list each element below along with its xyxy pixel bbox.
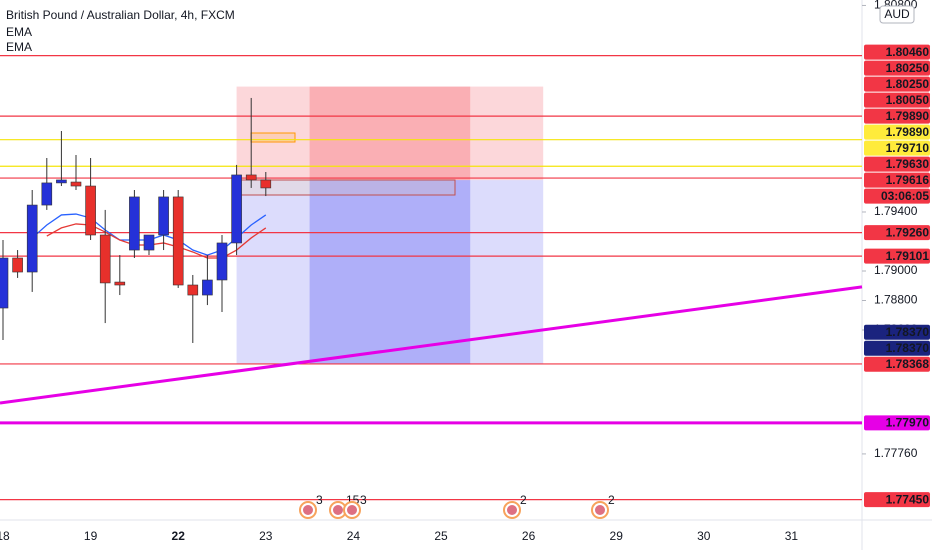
price-label: 1.79616 <box>886 173 930 187</box>
x-tick-label: 18 <box>0 529 10 543</box>
price-label: 1.79260 <box>886 225 930 239</box>
target-zone-dark <box>309 180 471 364</box>
price-label: 1.79710 <box>886 141 930 155</box>
candle-body <box>26 204 38 273</box>
currency-box <box>879 5 915 24</box>
price-label-box <box>864 92 930 108</box>
candle-body <box>260 179 272 189</box>
price-label: 1.78368 <box>886 357 930 371</box>
candle-body <box>85 185 96 236</box>
price-label: 1.80250 <box>886 61 930 75</box>
price-label-box <box>864 324 930 340</box>
x-tick-label: 23 <box>259 529 273 543</box>
price-label: 1.77970 <box>886 416 930 430</box>
price-label: 1.78370 <box>886 325 930 339</box>
price-label-box <box>864 225 930 241</box>
candle-body <box>216 242 228 281</box>
price-label: 03:06:05 <box>881 189 929 203</box>
price-label-box <box>864 124 930 140</box>
price-label-box <box>864 60 930 76</box>
trendline <box>0 285 863 405</box>
price-label-box <box>864 172 930 188</box>
event-flag <box>595 505 605 515</box>
candle-body <box>114 281 126 286</box>
price-label: 1.78370 <box>886 341 930 355</box>
y-tick-label: 1.78800 <box>874 293 918 307</box>
price-label-box <box>864 76 930 92</box>
stop-zone-dark <box>309 86 471 181</box>
chart-title: British Pound / Australian Dollar, 4h, F… <box>6 8 235 22</box>
event-flag <box>347 505 357 515</box>
candle-body <box>99 234 111 284</box>
x-tick-label: 26 <box>522 529 536 543</box>
price-label-box <box>864 248 930 264</box>
x-tick-label: 29 <box>610 529 624 543</box>
y-tick-label: 1.77760 <box>874 446 918 460</box>
x-tick-label: 30 <box>697 529 711 543</box>
candle-body <box>143 234 155 251</box>
x-tick-label: 31 <box>785 529 799 543</box>
price-label: 1.79101 <box>886 249 930 263</box>
x-tick-label: 22 <box>172 529 186 543</box>
candle-body <box>12 257 23 273</box>
x-tick-label: 19 <box>84 529 98 543</box>
candle-body <box>70 181 82 187</box>
price-label-box <box>864 356 930 372</box>
candle-body <box>172 196 184 286</box>
candle-body <box>231 174 242 244</box>
legend-entry: EMA <box>6 40 32 54</box>
event-count: 3 <box>316 493 323 507</box>
y-tick-label: 1.79400 <box>874 204 918 218</box>
event-count: 2 <box>520 493 527 507</box>
price-label-box <box>864 492 930 508</box>
event-flag <box>333 505 343 515</box>
ema-line <box>46 223 267 259</box>
candle-body <box>158 196 169 236</box>
currency: AUD <box>884 7 910 21</box>
price-label-box <box>864 188 930 204</box>
event-flag <box>303 505 313 515</box>
price-label: 1.80460 <box>886 45 930 59</box>
price-label: 1.77450 <box>886 492 930 506</box>
event-count: 3 <box>360 493 367 507</box>
candle-body <box>245 174 257 181</box>
candle-body <box>202 279 213 296</box>
price-label-box <box>864 340 930 356</box>
price-label: 1.79630 <box>886 157 930 171</box>
x-tick-label: 25 <box>434 529 448 543</box>
price-label-box <box>864 108 930 124</box>
candle-body <box>187 284 199 296</box>
candle-body <box>56 179 67 184</box>
target-zone <box>236 180 544 364</box>
candle-body <box>129 196 140 251</box>
price-label-box <box>864 415 930 431</box>
candle-body <box>0 257 9 309</box>
price-label: 1.79890 <box>886 125 930 139</box>
price-label: 1.80250 <box>886 77 930 91</box>
y-tick-label: 1.79000 <box>874 263 918 277</box>
drawn-box <box>250 132 296 143</box>
price-label-box <box>864 140 930 156</box>
legend-entry: EMA <box>6 25 32 39</box>
price-label: 1.80050 <box>886 93 930 107</box>
x-tick-label: 24 <box>347 529 361 543</box>
price-label-box <box>864 44 930 60</box>
price-label: 1.79890 <box>886 109 930 123</box>
event-count: 2 <box>608 493 615 507</box>
price-label-box <box>864 156 930 172</box>
event-flag <box>507 505 517 515</box>
candle-body <box>41 182 53 206</box>
